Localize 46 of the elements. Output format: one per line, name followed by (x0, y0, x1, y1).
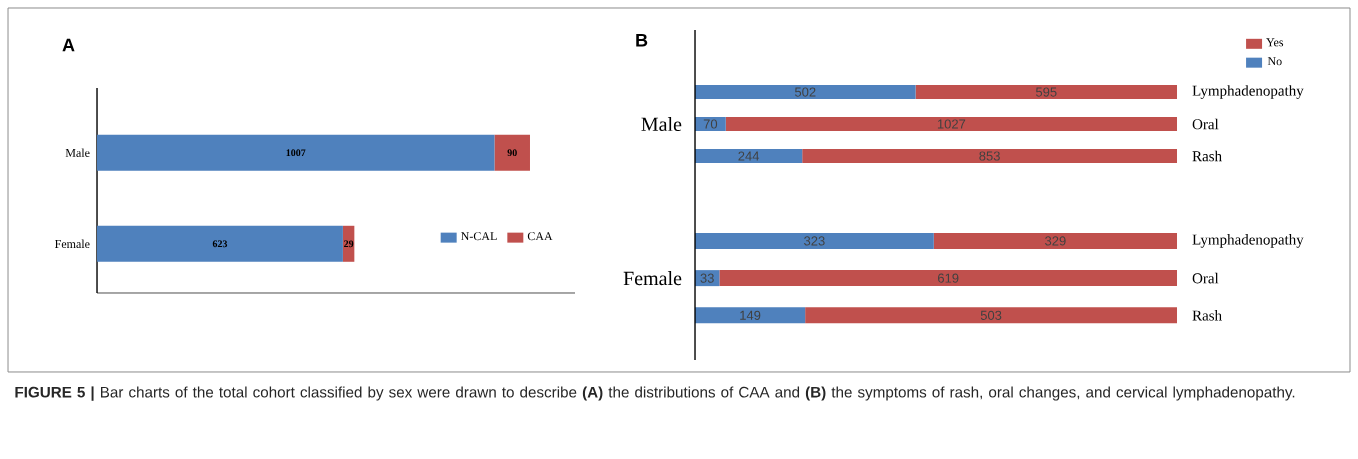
y-tick-label: Lymphadenopathy (1192, 85, 1304, 99)
bar (695, 117, 726, 132)
data-label: 70 (703, 119, 718, 129)
data-label: 503 (980, 310, 1002, 320)
data-label: 595 (1035, 87, 1057, 97)
bar (695, 232, 934, 249)
bar (805, 307, 1178, 324)
bar (725, 117, 1178, 132)
bar (97, 134, 495, 171)
data-label: 1027 (937, 119, 966, 129)
legend-label: N-CAL (461, 232, 497, 241)
bar (494, 134, 530, 171)
data-label: 623 (212, 240, 228, 248)
data-label: 619 (938, 273, 959, 283)
y-axis-title: Male (641, 116, 682, 132)
data-label: 1007 (286, 149, 306, 157)
bar (915, 85, 1178, 100)
bar (719, 270, 1178, 287)
bar (97, 225, 343, 262)
y-tick-label: Oral (1192, 272, 1219, 284)
data-label: 33 (700, 273, 714, 283)
chart-title: A (62, 38, 75, 52)
y-tick-label: Rash (1192, 310, 1222, 321)
data-label: 244 (738, 151, 760, 161)
y-tick-label: Rash (1192, 150, 1222, 162)
data-label: 29 (344, 240, 354, 248)
legend-label: No (1267, 57, 1282, 66)
data-label: 853 (979, 151, 1000, 161)
data-label: 90 (507, 149, 517, 157)
data-label: 329 (1045, 236, 1066, 246)
y-tick-label: Lymphadenopathy (1192, 234, 1304, 248)
chart-title: B (636, 33, 648, 47)
y-axis-title: Female (623, 271, 682, 286)
text: FIGURE 5 | Bar charts of the total cohort classified by sex were drawn to describe (A) the distributions of CAA and (B) the symptoms of rash, oral changes, and cervical lymphadenopathy. (15, 386, 1295, 401)
bar (802, 149, 1178, 163)
bar (342, 225, 355, 262)
bar (933, 232, 1178, 249)
bar (695, 85, 916, 100)
data-label: 502 (794, 87, 816, 97)
legend-label: Yes (1266, 38, 1284, 47)
data-label: 149 (740, 310, 761, 320)
legend-label: CAA (527, 232, 553, 241)
bar (695, 149, 803, 163)
bar (695, 307, 806, 324)
y-tick-label: Oral (1192, 118, 1219, 130)
data-label: 323 (804, 236, 825, 246)
